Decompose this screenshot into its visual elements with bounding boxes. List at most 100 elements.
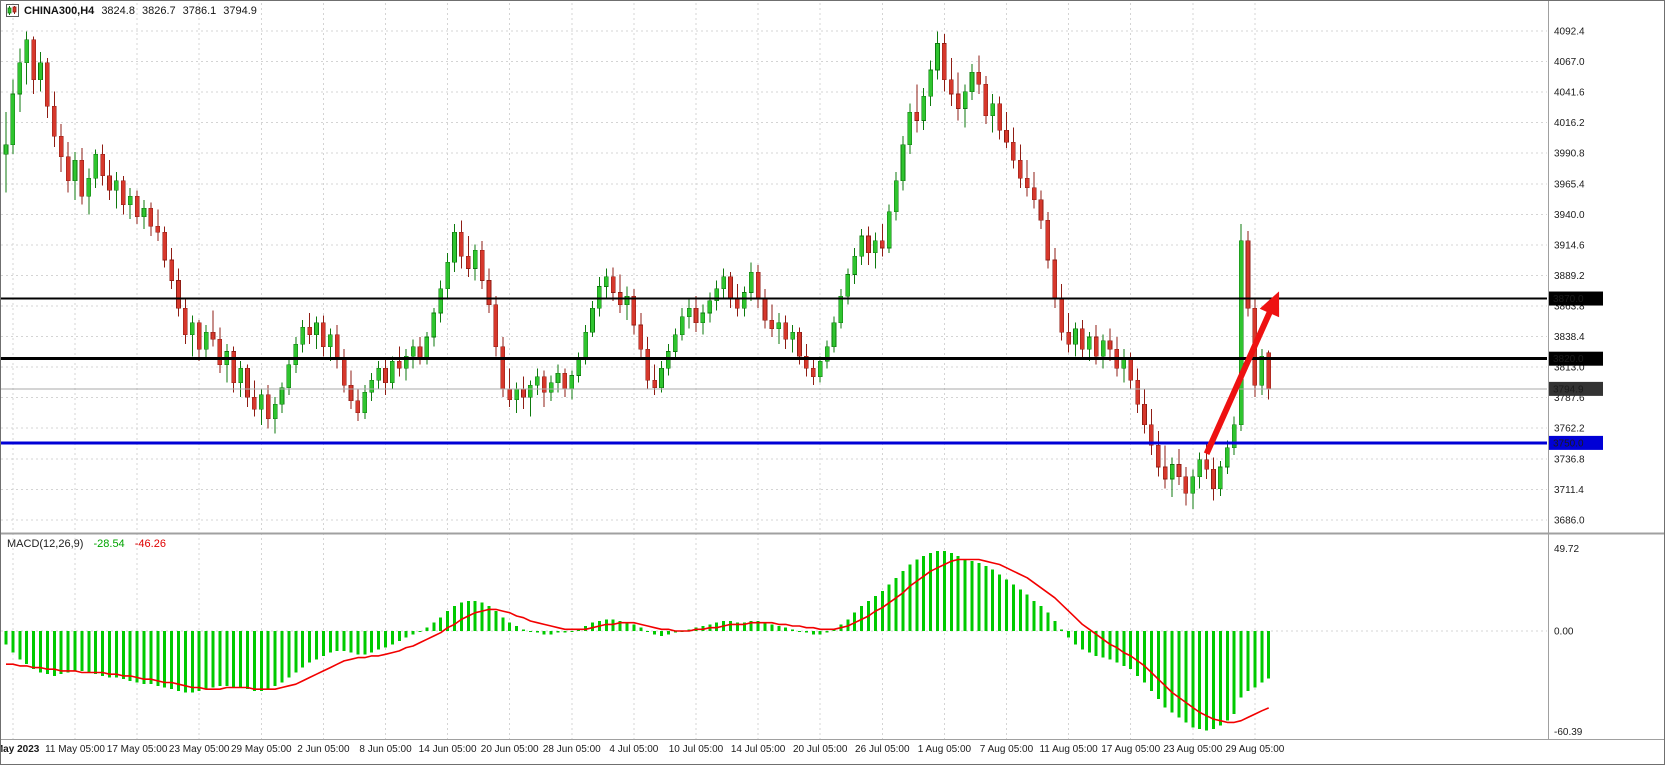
candle: [169, 259, 174, 281]
candle: [1238, 240, 1244, 426]
price-axis-label: 3863.8: [1554, 301, 1585, 312]
candle: [479, 250, 485, 281]
candle: [459, 232, 464, 257]
trend-arrow[interactable]: [1203, 291, 1280, 455]
macd-bar: [563, 631, 567, 633]
candle: [555, 372, 561, 384]
macd-bar: [239, 631, 243, 688]
macd-bar: [87, 631, 91, 673]
macd-bar: [832, 629, 836, 631]
candle: [293, 343, 299, 365]
time-axis-label: 23 Aug 05:00: [1163, 744, 1222, 755]
macd-bar: [1267, 631, 1271, 679]
candle: [900, 144, 906, 181]
macd-bar: [163, 631, 167, 688]
candle: [279, 387, 285, 405]
macd-bar: [232, 631, 236, 688]
price-tag-3870-0-text: 3870.0: [1553, 294, 1584, 305]
price-axis-label: 4016.2: [1554, 118, 1585, 129]
macd-bar: [384, 631, 387, 648]
candle: [1093, 336, 1099, 357]
price-axis[interactable]: 4092.4 4067.0 4041.6 4016.2 3990.8 3965.4 3940…: [1554, 27, 1585, 738]
candle: [17, 62, 23, 95]
candle: [93, 153, 98, 179]
candle: [548, 382, 554, 393]
candle: [1183, 476, 1189, 494]
candle: [693, 307, 699, 323]
trend-arrow-shaft[interactable]: [1203, 303, 1276, 455]
trend-arrow-head[interactable]: [1259, 291, 1280, 318]
macd-bar: [80, 631, 84, 671]
candle: [507, 388, 513, 400]
macd-bar: [25, 631, 29, 665]
candle: [486, 280, 492, 305]
macd-bar: [259, 631, 263, 691]
candle: [755, 271, 761, 299]
time-axis-label: 20 Jun 05:00: [481, 744, 539, 755]
candle: [1135, 380, 1140, 405]
macd-bar: [480, 602, 484, 631]
macd-bar: [522, 629, 525, 631]
macd-bar: [73, 631, 77, 671]
price-axis-label: 3813.0: [1554, 363, 1585, 374]
candle: [58, 135, 64, 157]
candle: [38, 62, 43, 80]
candle: [1176, 464, 1182, 477]
candle: [1045, 220, 1051, 261]
macd-bar: [556, 631, 560, 633]
candle: [465, 256, 471, 269]
candle: [569, 375, 575, 390]
macd-bar: [715, 622, 719, 631]
quote-open: 3824.8: [101, 4, 135, 17]
price-axis-label: 4067.0: [1554, 57, 1585, 68]
macd-bar: [183, 631, 187, 693]
macd-bar: [315, 631, 318, 660]
macd-bar: [128, 631, 132, 681]
price-axis-label: 3686.0: [1554, 515, 1585, 526]
time-axis-label: 1 Aug 05:00: [918, 744, 972, 755]
candle: [728, 276, 733, 299]
macd-bar: [1218, 631, 1222, 726]
candle: [983, 84, 989, 116]
candle: [907, 111, 913, 145]
candle: [1011, 141, 1016, 161]
candle: [51, 105, 57, 137]
macd-bar: [439, 617, 443, 631]
candle: [86, 177, 92, 197]
candle: [396, 360, 402, 369]
candle: [590, 307, 595, 333]
macd-bar: [1046, 612, 1050, 631]
candle: [1080, 328, 1085, 350]
macd-bar: [252, 631, 256, 691]
macd-axis-label: -60.39: [1554, 727, 1583, 738]
macd-bar: [942, 551, 946, 631]
macd-bar: [114, 631, 118, 678]
candle: [534, 376, 540, 386]
macd-bar: [984, 566, 988, 631]
macd-bar: [915, 559, 919, 631]
candle: [541, 376, 547, 393]
candle: [1245, 240, 1251, 309]
time-axis-label: 29 May 05:00: [231, 744, 292, 755]
macd-bar: [963, 559, 967, 631]
candle: [217, 339, 223, 365]
macd-bar: [432, 622, 436, 631]
macd-bar: [170, 631, 174, 690]
candle: [1128, 358, 1133, 381]
candle: [362, 392, 368, 414]
candle: [45, 62, 50, 107]
candle: [1024, 177, 1030, 189]
candle: [831, 322, 837, 347]
macd-bar: [287, 631, 291, 678]
candle: [748, 271, 754, 293]
macd-bar: [197, 631, 201, 691]
candle: [148, 208, 154, 227]
macd-bar: [418, 631, 422, 632]
level-lines[interactable]: [1, 297, 1547, 445]
macd-bar: [873, 596, 877, 631]
candle: [265, 394, 271, 420]
candle: [327, 334, 333, 347]
